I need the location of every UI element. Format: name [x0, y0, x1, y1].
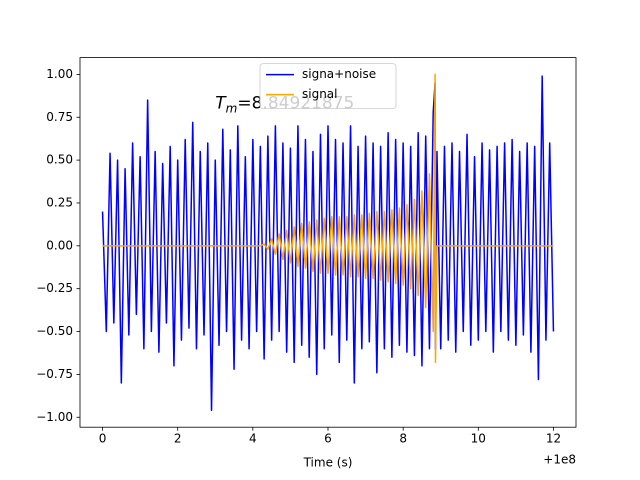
y-tick-label: −0.50: [36, 324, 73, 338]
x-tick-label: 0: [99, 432, 107, 446]
annotation-symbol: T: [215, 94, 227, 114]
x-tick-label: 12: [546, 432, 561, 446]
line-series: [101, 75, 555, 412]
x-tick-label: 8: [399, 432, 407, 446]
x-axis-label: Time (s): [303, 456, 353, 470]
x-tick-label: 2: [174, 432, 182, 446]
x-tick-label: 10: [471, 432, 486, 446]
y-tick-label: 0.75: [46, 110, 73, 124]
x-offset-label: +1e8: [543, 453, 576, 467]
y-tick-label: 0.00: [46, 238, 73, 252]
line-series: [102, 73, 554, 364]
y-tick-label: −1.00: [36, 410, 73, 424]
y-tick-label: −0.25: [36, 281, 73, 295]
x-tick-label: 4: [249, 432, 257, 446]
annotation-subscript: m: [226, 101, 238, 115]
legend-label: signa+noise: [302, 67, 376, 81]
y-tick-label: 0.50: [46, 153, 73, 167]
y-tick-label: −0.75: [36, 367, 73, 381]
y-tick-label: 1.00: [46, 67, 73, 81]
legend-label: signal: [302, 87, 338, 101]
x-tick-label: 6: [324, 432, 332, 446]
y-tick-label: 0.25: [46, 195, 73, 209]
